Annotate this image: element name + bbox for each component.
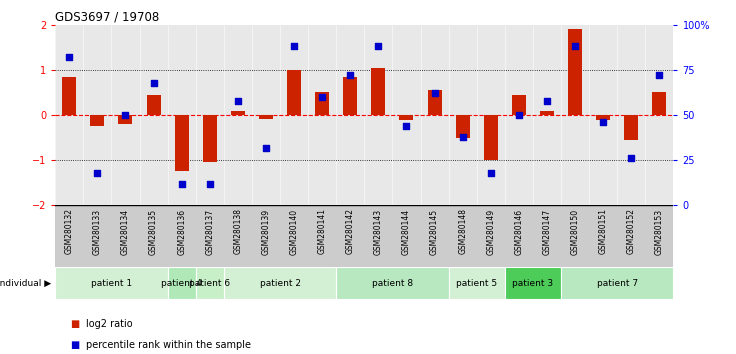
Text: GSM280142: GSM280142: [346, 209, 355, 255]
Text: GSM280141: GSM280141: [318, 209, 327, 255]
Bar: [568, 29, 582, 115]
Point: [541, 98, 553, 103]
Text: patient 2: patient 2: [260, 279, 300, 288]
Point: [485, 170, 497, 176]
FancyBboxPatch shape: [224, 267, 336, 299]
Text: patient 8: patient 8: [372, 279, 413, 288]
Bar: [624, 115, 638, 140]
FancyBboxPatch shape: [55, 267, 168, 299]
Point: [316, 94, 328, 100]
FancyBboxPatch shape: [196, 267, 224, 299]
Bar: [231, 110, 245, 115]
Point: [344, 73, 356, 78]
Text: GSM280140: GSM280140: [289, 209, 299, 255]
Point: [176, 181, 188, 187]
Bar: [343, 77, 357, 115]
Point: [372, 44, 384, 49]
Bar: [259, 115, 273, 119]
Text: ■: ■: [70, 319, 79, 329]
Bar: [202, 115, 217, 162]
Text: GSM280136: GSM280136: [177, 209, 186, 255]
Bar: [540, 110, 554, 115]
Bar: [512, 95, 526, 115]
Text: patient 4: patient 4: [161, 279, 202, 288]
Text: GSM280139: GSM280139: [261, 209, 270, 255]
Point: [289, 44, 300, 49]
Text: GSM280143: GSM280143: [374, 209, 383, 255]
Point: [260, 145, 272, 150]
Text: GSM280152: GSM280152: [627, 209, 636, 255]
Text: GSM280147: GSM280147: [542, 209, 551, 255]
Point: [569, 44, 581, 49]
Bar: [146, 95, 160, 115]
Bar: [372, 68, 386, 115]
Point: [513, 112, 525, 118]
Bar: [91, 115, 105, 126]
Text: individual ▶: individual ▶: [0, 279, 52, 288]
Point: [232, 98, 244, 103]
Text: GSM280148: GSM280148: [459, 209, 467, 255]
Text: log2 ratio: log2 ratio: [86, 319, 132, 329]
Text: GSM280133: GSM280133: [93, 209, 102, 255]
Bar: [174, 115, 188, 171]
Bar: [596, 115, 610, 120]
Text: GSM280132: GSM280132: [65, 209, 74, 255]
Bar: [428, 90, 442, 115]
Text: patient 1: patient 1: [91, 279, 132, 288]
Point: [91, 170, 103, 176]
Text: GSM280138: GSM280138: [233, 209, 242, 255]
Text: GSM280134: GSM280134: [121, 209, 130, 255]
FancyBboxPatch shape: [336, 267, 449, 299]
FancyBboxPatch shape: [449, 267, 505, 299]
Point: [626, 155, 637, 161]
Point: [63, 55, 75, 60]
Bar: [456, 115, 470, 138]
Point: [428, 91, 440, 96]
Bar: [63, 77, 77, 115]
Text: GSM280137: GSM280137: [205, 209, 214, 255]
Text: patient 3: patient 3: [512, 279, 553, 288]
Bar: [287, 70, 301, 115]
Text: GSM280150: GSM280150: [570, 209, 579, 255]
Text: GSM280144: GSM280144: [402, 209, 411, 255]
Text: GSM280146: GSM280146: [514, 209, 523, 255]
Bar: [400, 115, 414, 120]
Text: patient 7: patient 7: [597, 279, 638, 288]
Bar: [118, 115, 132, 124]
Text: ■: ■: [70, 340, 79, 350]
Point: [148, 80, 160, 85]
Text: GSM280145: GSM280145: [430, 209, 439, 255]
Bar: [652, 92, 666, 115]
Bar: [315, 92, 329, 115]
Text: GSM280153: GSM280153: [655, 209, 664, 255]
Text: percentile rank within the sample: percentile rank within the sample: [86, 340, 251, 350]
Point: [119, 112, 131, 118]
FancyBboxPatch shape: [561, 267, 673, 299]
Point: [204, 181, 216, 187]
Point: [400, 123, 412, 129]
Text: patient 6: patient 6: [189, 279, 230, 288]
FancyBboxPatch shape: [55, 205, 673, 267]
Text: GSM280135: GSM280135: [149, 209, 158, 255]
Bar: [484, 115, 498, 160]
Point: [598, 119, 609, 125]
Text: patient 5: patient 5: [456, 279, 498, 288]
Point: [654, 73, 665, 78]
Text: GSM280151: GSM280151: [598, 209, 608, 255]
FancyBboxPatch shape: [168, 267, 196, 299]
Text: GDS3697 / 19708: GDS3697 / 19708: [55, 11, 160, 24]
Text: GSM280149: GSM280149: [486, 209, 495, 255]
FancyBboxPatch shape: [505, 267, 561, 299]
Point: [457, 134, 469, 139]
